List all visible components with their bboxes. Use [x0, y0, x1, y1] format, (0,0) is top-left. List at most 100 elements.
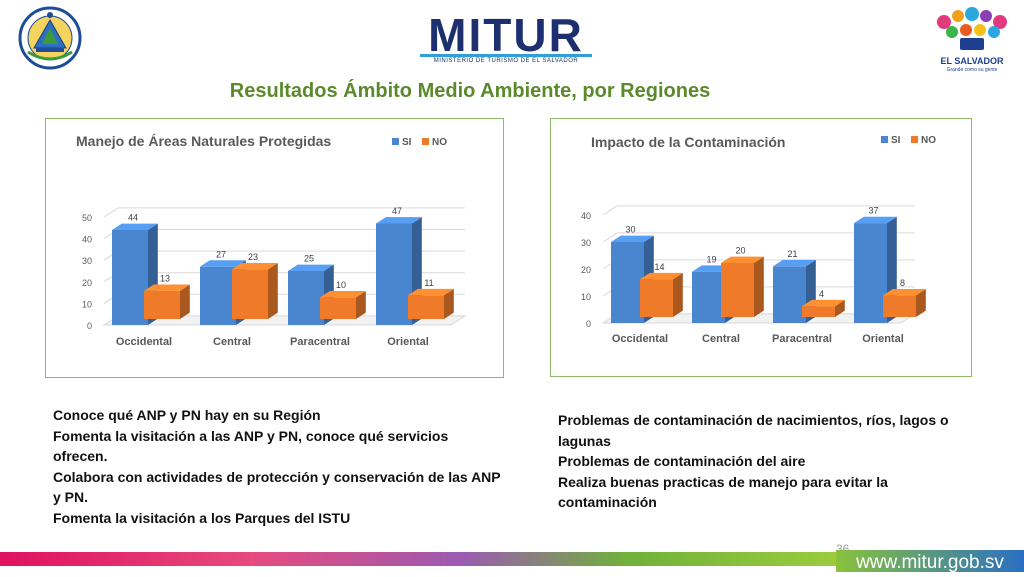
mitur-logo-underline: [420, 54, 592, 57]
bar-top: [200, 260, 246, 267]
bar: [773, 266, 806, 323]
bullets-areas-naturales: Conoce qué ANP y PN hay en su Región Fom…: [53, 405, 503, 528]
gridline: [103, 207, 119, 218]
legend-swatch: [392, 138, 399, 145]
chart-areas-naturales: 0 10 20 30 40 50 Manejo de Áreas Naturales Pro…: [45, 118, 504, 378]
data-label: 27: [216, 249, 226, 259]
category-label: Paracentral: [290, 336, 350, 348]
data-label: 21: [787, 249, 797, 259]
bar: [376, 223, 412, 325]
category-label: Central: [702, 333, 740, 345]
bar-top: [802, 299, 845, 307]
bar-side: [268, 262, 278, 319]
bar: [721, 263, 754, 317]
bar: [640, 279, 673, 317]
data-label: 47: [392, 206, 402, 216]
y-tick-label: 40: [581, 211, 591, 221]
y-tick-label: 40: [82, 235, 92, 245]
bar-top: [854, 216, 897, 224]
data-label: 25: [304, 254, 314, 264]
bullets-contaminacion: Problemas de contaminación de nacimiento…: [558, 410, 968, 513]
bullet-item: Colabora con actividades de protección y…: [53, 468, 501, 506]
bullet-item: Problemas de contaminación de nacimiento…: [558, 412, 949, 449]
bar-top: [112, 223, 158, 230]
bullet-item: Realiza buenas practicas de manejo para …: [558, 473, 888, 511]
y-tick-label: 30: [581, 238, 591, 248]
chart-contaminacion-canvas: 0 10 20 30 40 Impacto de la Contaminación SI NO…: [581, 134, 936, 345]
data-label: 23: [248, 252, 258, 262]
legend-swatch: [911, 136, 918, 143]
data-label: 10: [336, 280, 346, 290]
bar: [112, 229, 148, 325]
bar-side: [835, 299, 845, 317]
gridline: [602, 205, 618, 216]
bar: [611, 242, 644, 323]
category-label: Oriental: [862, 333, 904, 345]
bar-top: [376, 217, 422, 224]
data-label: 30: [625, 225, 635, 235]
y-tick-label: 20: [581, 265, 591, 275]
bullet-item: Problemas de contaminación del aire: [558, 453, 806, 469]
data-label: 44: [128, 213, 138, 223]
bar-top: [773, 259, 816, 267]
bar-top: [320, 291, 366, 298]
bar-side: [673, 272, 683, 317]
bar-top: [640, 272, 683, 280]
legend-label: SI: [402, 137, 412, 148]
bar-top: [883, 289, 926, 296]
page-title: Resultados Ámbito Medio Ambiente, por Re…: [229, 80, 711, 102]
y-tick-label: 0: [586, 319, 591, 329]
data-label: 4: [819, 289, 824, 299]
bar: [692, 271, 725, 323]
bar: [144, 290, 180, 319]
y-tick-label: 10: [581, 292, 591, 302]
bar-top: [721, 256, 764, 263]
bar: [854, 223, 887, 323]
legend-label: SI: [891, 135, 901, 146]
category-label: Occidental: [612, 333, 668, 345]
mitur-logo-subtitle: MINISTERIO DE TURISMO DE EL SALVADOR: [433, 58, 579, 64]
data-label: 20: [735, 246, 745, 256]
gridline: [602, 232, 618, 243]
bar: [232, 269, 268, 319]
data-label: 13: [160, 274, 170, 284]
y-tick-label: 10: [82, 299, 92, 309]
legend-label: NO: [921, 135, 936, 146]
bullet-item: Conoce qué ANP y PN hay en su Región: [53, 407, 321, 423]
bar: [288, 271, 324, 325]
chart-title: Impacto de la Contaminación: [591, 134, 785, 150]
bar-side: [444, 288, 454, 319]
category-label: Oriental: [387, 336, 429, 348]
footer-url-logo[interactable]: www.mitur.gob.sv: [836, 542, 1024, 573]
bar: [883, 295, 916, 317]
category-label: Paracentral: [772, 333, 832, 345]
el-salvador-logo-name: EL SALVADOR: [940, 56, 1004, 66]
chart-title: Manejo de Áreas Naturales Protegidas: [76, 133, 331, 149]
bar-top: [144, 284, 190, 291]
bar-top: [288, 264, 334, 271]
bullet-item: Fomenta la visitación a las ANP y PN, co…: [53, 427, 449, 465]
bar-side: [356, 291, 366, 319]
y-tick-label: 50: [82, 213, 92, 223]
bar: [408, 295, 444, 319]
y-tick-label: 0: [87, 321, 92, 331]
bar-top: [611, 235, 654, 242]
data-label: 8: [900, 278, 905, 288]
legend-swatch: [422, 138, 429, 145]
data-label: 11: [424, 278, 433, 288]
footer-url-text[interactable]: www.mitur.gob.sv: [855, 552, 1004, 573]
bar-top: [408, 288, 454, 296]
data-label: 37: [868, 206, 878, 216]
y-tick-label: 20: [82, 278, 92, 288]
bullet-item: Fomenta la visitación a los Parques del …: [53, 509, 351, 526]
category-label: Central: [213, 336, 251, 348]
data-label: 19: [706, 254, 716, 264]
chart-areas-naturales-canvas: 0 10 20 30 40 50 Manejo de Áreas Naturales Pro…: [76, 133, 467, 348]
y-tick-label: 30: [82, 256, 92, 266]
el-salvador-country-logo: [926, 4, 1018, 76]
el-salvador-seal-logo: [6, 6, 94, 70]
legend-swatch: [881, 136, 888, 143]
category-label: Occidental: [116, 336, 172, 348]
bar-side: [754, 256, 764, 317]
bar: [320, 297, 356, 319]
